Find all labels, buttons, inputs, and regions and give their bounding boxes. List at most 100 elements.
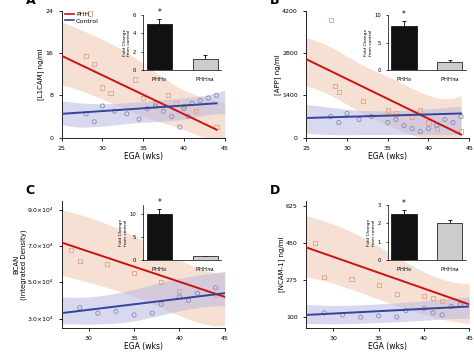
Point: [185, 297, 192, 303]
Legend: PHH, Control: PHH, Control: [65, 12, 99, 24]
Y-axis label: [APP] ng/ml: [APP] ng/ml: [274, 54, 281, 95]
X-axis label: EGA (wks): EGA (wks): [124, 152, 163, 161]
Point: [82, 111, 90, 117]
Point: [456, 301, 464, 307]
Point: [130, 270, 138, 276]
Point: [338, 312, 346, 318]
Point: [192, 108, 200, 114]
Point: [139, 95, 147, 101]
Point: [194, 290, 201, 296]
Point: [175, 294, 183, 300]
Point: [86, 11, 94, 16]
Point: [402, 308, 410, 314]
Point: [91, 119, 98, 124]
Point: [103, 261, 111, 267]
Y-axis label: [L1CAM] ng/ml: [L1CAM] ng/ml: [37, 48, 44, 100]
Point: [429, 310, 437, 316]
Point: [212, 285, 219, 291]
Point: [160, 108, 167, 114]
Point: [393, 291, 401, 297]
Point: [99, 103, 106, 109]
Point: [320, 274, 328, 280]
Point: [417, 128, 424, 134]
Point: [176, 124, 183, 130]
Point: [196, 98, 204, 103]
Point: [425, 120, 432, 126]
X-axis label: EGA (wks): EGA (wks): [368, 152, 407, 161]
Point: [441, 116, 448, 122]
Point: [356, 116, 363, 122]
Point: [433, 126, 440, 131]
Point: [168, 114, 175, 119]
Point: [180, 103, 188, 109]
Point: [433, 123, 440, 128]
Point: [449, 120, 457, 126]
Point: [94, 310, 101, 316]
Point: [384, 107, 392, 113]
Point: [409, 114, 416, 119]
Point: [135, 116, 143, 122]
Point: [420, 306, 428, 312]
Point: [400, 123, 408, 128]
Point: [123, 111, 131, 117]
Point: [425, 126, 432, 131]
Point: [130, 312, 138, 318]
Point: [131, 76, 139, 82]
Point: [213, 124, 220, 130]
Point: [375, 282, 383, 288]
Point: [447, 304, 455, 309]
Point: [384, 120, 392, 126]
Point: [213, 92, 220, 98]
Point: [311, 240, 319, 246]
Point: [111, 108, 118, 114]
Point: [148, 310, 156, 316]
Point: [175, 289, 183, 294]
Point: [420, 293, 428, 299]
Point: [409, 126, 416, 131]
Point: [180, 106, 188, 111]
Point: [107, 90, 114, 96]
Point: [76, 258, 83, 264]
Point: [76, 305, 83, 310]
Text: D: D: [270, 184, 281, 197]
Point: [91, 61, 98, 67]
Point: [417, 107, 424, 113]
Point: [164, 92, 172, 98]
Point: [331, 83, 338, 89]
Point: [152, 103, 159, 109]
Point: [152, 100, 159, 106]
Point: [67, 247, 74, 253]
Text: A: A: [26, 0, 36, 7]
Point: [172, 100, 180, 106]
Point: [335, 90, 343, 95]
Point: [438, 298, 446, 304]
Point: [212, 292, 219, 298]
Point: [157, 301, 165, 307]
Point: [99, 84, 106, 90]
Y-axis label: BCAN
(Integrated Density): BCAN (Integrated Density): [13, 229, 27, 300]
Point: [393, 314, 401, 320]
Point: [357, 314, 365, 320]
Point: [392, 111, 400, 116]
Point: [327, 114, 335, 119]
Point: [184, 114, 192, 119]
Point: [157, 280, 165, 285]
Point: [335, 120, 343, 126]
Point: [112, 308, 120, 314]
Point: [82, 53, 90, 59]
Point: [375, 313, 383, 319]
Point: [457, 114, 465, 119]
Point: [144, 106, 151, 111]
Point: [348, 276, 356, 282]
Point: [343, 111, 351, 116]
Point: [359, 99, 367, 104]
Point: [368, 114, 375, 119]
Point: [429, 295, 437, 301]
Point: [392, 116, 400, 122]
Text: B: B: [270, 0, 280, 7]
Point: [438, 312, 446, 318]
X-axis label: EGA (wks): EGA (wks): [368, 342, 407, 351]
Point: [327, 17, 335, 23]
Point: [188, 100, 196, 106]
Point: [457, 128, 465, 134]
